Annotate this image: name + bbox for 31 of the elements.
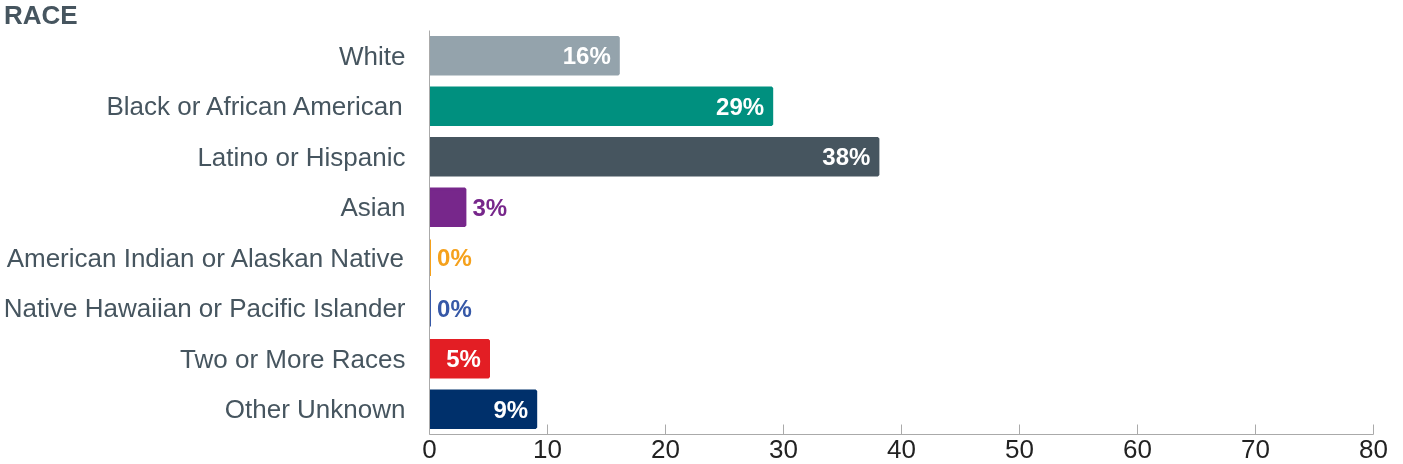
data-label: 29% bbox=[716, 92, 765, 120]
x-tick-label: 50 bbox=[1005, 433, 1034, 464]
x-tick-label: 0 bbox=[422, 433, 437, 464]
data-label: 5% bbox=[446, 345, 481, 373]
x-tick-label: 20 bbox=[651, 433, 680, 464]
x-tick-label: 80 bbox=[1359, 433, 1388, 464]
bar bbox=[429, 86, 774, 126]
x-tick-label: 10 bbox=[533, 433, 562, 464]
data-label: 16% bbox=[562, 42, 611, 70]
data-label: 38% bbox=[822, 143, 871, 171]
y-tick-label: Native Hawaiian or Pacific Islander bbox=[3, 293, 406, 324]
text: RACE bbox=[4, 0, 78, 30]
y-tick-label: Asian bbox=[340, 192, 406, 223]
x-tick-label: 30 bbox=[769, 433, 798, 464]
bar bbox=[429, 389, 538, 429]
y-tick-label: White bbox=[339, 40, 406, 71]
x-tick-label: 60 bbox=[1123, 433, 1152, 464]
x-tick-label: 70 bbox=[1241, 433, 1270, 464]
bar bbox=[429, 187, 467, 227]
bar bbox=[429, 36, 620, 76]
y-tick-label: Black or African American bbox=[106, 91, 403, 122]
data-label: 0% bbox=[437, 244, 472, 272]
bar bbox=[429, 137, 880, 177]
data-label: 0% bbox=[437, 294, 472, 322]
y-tick-label: American Indian or Alaskan Native bbox=[6, 242, 405, 273]
x-tick-label: 40 bbox=[887, 433, 916, 464]
data-label: 3% bbox=[472, 193, 508, 221]
y-tick-label: Latino or Hispanic bbox=[197, 141, 406, 172]
y-tick-label: Other Unknown bbox=[224, 394, 406, 425]
data-label: 9% bbox=[493, 395, 529, 423]
y-tick-label: Two or More Races bbox=[180, 343, 406, 374]
